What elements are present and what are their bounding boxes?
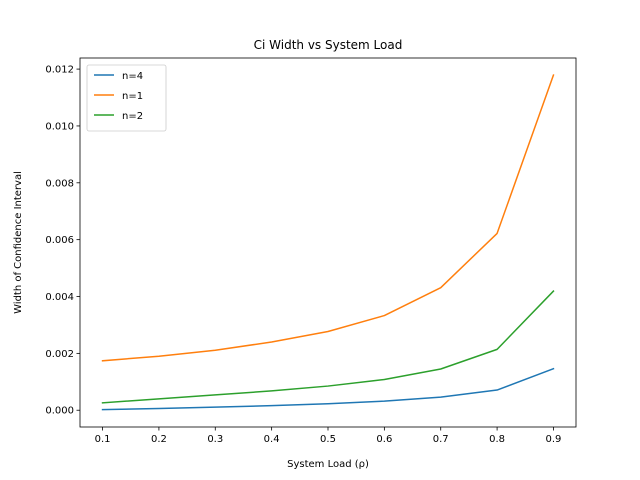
legend: n=4 n=1 n=2 bbox=[86, 64, 167, 132]
x-tick-label: 0.7 bbox=[433, 434, 449, 445]
y-tick-label: 0.000 bbox=[45, 406, 74, 417]
x-tick-label: 0.6 bbox=[376, 434, 392, 445]
y-axis-ticks: 0.000 0.002 0.004 0.006 0.008 0.010 0.012 bbox=[45, 65, 80, 417]
x-tick-label: 0.3 bbox=[207, 434, 223, 445]
chart-title: Ci Width vs System Load bbox=[254, 38, 403, 52]
y-tick-label: 0.002 bbox=[45, 349, 74, 360]
x-tick-label: 0.4 bbox=[264, 434, 280, 445]
y-axis-label: Width of Confidence Interval bbox=[13, 171, 24, 314]
x-axis-ticks: 0.1 0.2 0.3 0.4 0.5 0.6 0.7 0.8 0.9 bbox=[95, 427, 562, 445]
y-tick-label: 0.012 bbox=[45, 65, 74, 76]
axes-frame bbox=[79, 57, 577, 428]
x-axis-label: System Load (ρ) bbox=[287, 459, 369, 470]
y-tick-label: 0.008 bbox=[45, 178, 74, 189]
legend-label: n=1 bbox=[122, 91, 143, 102]
x-tick-label: 0.8 bbox=[489, 434, 505, 445]
x-tick-label: 0.2 bbox=[151, 434, 167, 445]
y-tick-label: 0.010 bbox=[45, 121, 74, 132]
legend-label: n=2 bbox=[122, 111, 143, 122]
x-tick-label: 0.1 bbox=[95, 434, 111, 445]
series-line-n2 bbox=[101, 290, 555, 404]
series-line-n4 bbox=[101, 367, 555, 411]
x-tick-label: 0.9 bbox=[546, 434, 562, 445]
y-tick-label: 0.004 bbox=[45, 292, 74, 303]
series-lines bbox=[101, 74, 555, 411]
x-tick-label: 0.5 bbox=[320, 434, 336, 445]
y-tick-label: 0.006 bbox=[45, 235, 74, 246]
series-line-n1 bbox=[101, 74, 555, 362]
legend-label: n=4 bbox=[122, 71, 143, 82]
